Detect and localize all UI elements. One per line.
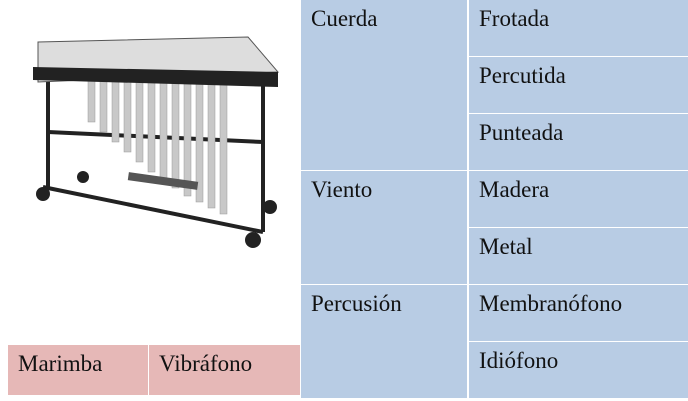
subgroup: Punteada [469, 114, 688, 170]
subgroup: Membranófono [469, 285, 688, 341]
subgroup: Percutida [469, 57, 688, 113]
subgroup: Idiófono [469, 342, 688, 398]
group-name: Cuerda [301, 0, 467, 170]
subgroup: Metal [469, 228, 688, 284]
vibraphone-image [8, 12, 300, 345]
subgroup: Madera [469, 171, 688, 227]
instrument-label: Vibráfono [149, 345, 300, 395]
group-name: Percusión [301, 285, 467, 398]
subgroup: Frotada [469, 0, 688, 56]
instrument-label: Marimba [8, 345, 148, 395]
group-name: Viento [301, 171, 467, 284]
